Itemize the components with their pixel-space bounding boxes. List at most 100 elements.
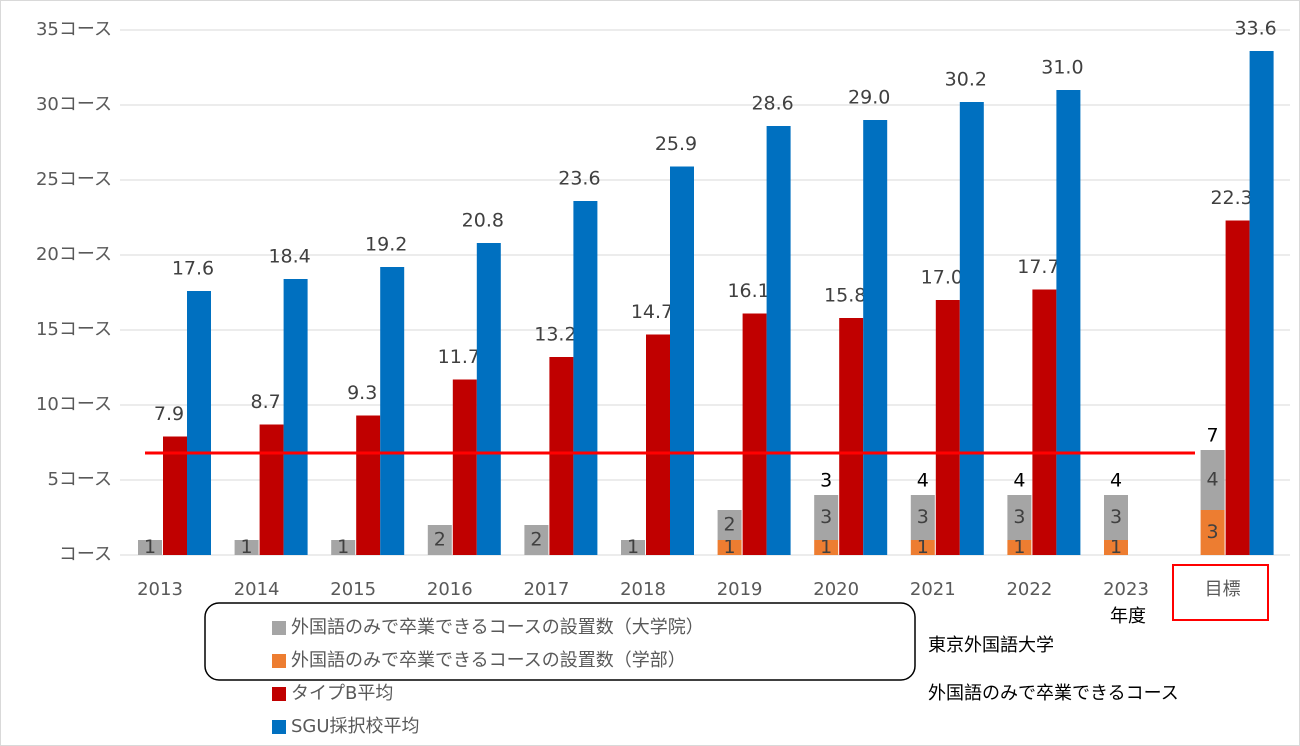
data-label: 7.9 <box>154 403 184 425</box>
bar <box>670 166 694 555</box>
bar <box>549 357 574 555</box>
data-label: 1 <box>820 536 832 558</box>
bar <box>476 243 501 555</box>
stack-bar <box>717 510 742 540</box>
x-axis-label: 年度 <box>1110 606 1146 627</box>
stack-bar <box>910 495 935 540</box>
stack-total-label: 4 <box>917 470 929 492</box>
bar <box>1249 51 1274 555</box>
data-label: 19.2 <box>365 234 407 256</box>
target-box <box>1172 564 1269 621</box>
data-label: 3 <box>917 506 929 528</box>
data-label: 20.8 <box>462 210 504 232</box>
bar <box>1225 220 1250 555</box>
annotation: 外国語のみで卒業できるコース <box>928 683 1179 704</box>
data-label: 9.3 <box>347 382 377 404</box>
bar <box>959 102 984 555</box>
stack-bar <box>427 525 452 555</box>
stack-bar <box>1007 495 1032 540</box>
x-tick-label: 2013 <box>137 579 183 600</box>
y-tick-label: 35コース <box>36 19 112 40</box>
stack-bar <box>717 540 742 555</box>
stack-bar <box>621 540 645 555</box>
legend-swatch <box>272 720 286 734</box>
bar <box>283 279 308 555</box>
legend-group-box <box>204 602 916 681</box>
data-label: 2 <box>724 514 736 536</box>
data-label: 16.1 <box>727 280 769 302</box>
legend-swatch <box>272 654 286 668</box>
data-label: 29.0 <box>848 87 890 109</box>
bar <box>573 201 598 555</box>
stack-bar <box>234 540 259 555</box>
y-tick-label: 20コース <box>36 244 112 265</box>
x-tick-label: 2023 <box>1103 579 1149 600</box>
stack-bar <box>814 495 839 540</box>
x-tick-label: 2016 <box>427 579 473 600</box>
stack-bar <box>138 540 162 555</box>
data-label: 2 <box>530 529 542 551</box>
data-label: 17.0 <box>921 267 963 289</box>
bar <box>742 313 767 555</box>
bar <box>1056 90 1081 555</box>
data-label: 1 <box>241 536 253 558</box>
data-label: 17.6 <box>172 258 214 280</box>
stack-bar <box>1104 540 1128 555</box>
x-tick-label: 2021 <box>910 579 956 600</box>
bar <box>163 436 187 555</box>
data-label: 28.6 <box>751 93 793 115</box>
data-label: 1 <box>1013 536 1025 558</box>
stack-bar <box>1104 495 1128 540</box>
bar <box>839 318 864 555</box>
bar <box>863 120 888 555</box>
data-label: 3 <box>1013 506 1025 528</box>
bar <box>187 291 211 555</box>
x-tick-label: 2019 <box>717 579 763 600</box>
data-label: 3 <box>1207 521 1219 543</box>
stack-total-label: 7 <box>1207 425 1219 447</box>
data-label: 4 <box>1207 469 1219 491</box>
x-tick-label: 2020 <box>813 579 859 600</box>
stack-bar <box>1200 510 1225 555</box>
x-tick-label: 目標 <box>1205 579 1241 600</box>
data-label: 1 <box>724 536 736 558</box>
y-tick-label: 25コース <box>36 169 112 190</box>
data-label: 8.7 <box>250 391 280 413</box>
data-label: 1 <box>144 536 156 558</box>
annotation: 東京外国語大学 <box>928 635 1054 656</box>
bar <box>452 379 477 555</box>
data-label: 22.3 <box>1210 187 1252 209</box>
bar <box>935 300 960 555</box>
bar <box>766 126 791 555</box>
data-label: 17.7 <box>1017 256 1059 278</box>
x-tick-label: 2015 <box>330 579 376 600</box>
data-label: 33.6 <box>1234 18 1276 40</box>
bar <box>380 267 405 555</box>
y-tick-label: 30コース <box>36 94 112 115</box>
x-tick-label: 2022 <box>1006 579 1052 600</box>
data-label: 3 <box>820 506 832 528</box>
stack-bar <box>1007 540 1032 555</box>
x-tick-label: 2014 <box>234 579 280 600</box>
bar <box>356 415 381 555</box>
legend-label: SGU採択校平均 <box>291 716 420 737</box>
data-label: 2 <box>434 529 446 551</box>
data-label: 30.2 <box>945 69 987 91</box>
bar <box>259 424 284 555</box>
x-tick-label: 2017 <box>523 579 569 600</box>
data-label: 31.0 <box>1041 57 1083 79</box>
bar <box>646 334 670 555</box>
legend-swatch <box>272 687 286 701</box>
legend-label: 外国語のみで卒業できるコースの設置数（学部） <box>291 650 686 671</box>
data-label: 1 <box>1110 536 1122 558</box>
x-tick-label: 2018 <box>620 579 666 600</box>
data-label: 23.6 <box>558 168 600 190</box>
data-label: 14.7 <box>631 301 673 323</box>
stack-bar <box>331 540 356 555</box>
legend-label: タイプB平均 <box>291 683 393 704</box>
stack-bar <box>910 540 935 555</box>
data-label: 11.7 <box>438 346 480 368</box>
data-label: 15.8 <box>824 285 866 307</box>
y-tick-label: 5コース <box>47 469 112 490</box>
